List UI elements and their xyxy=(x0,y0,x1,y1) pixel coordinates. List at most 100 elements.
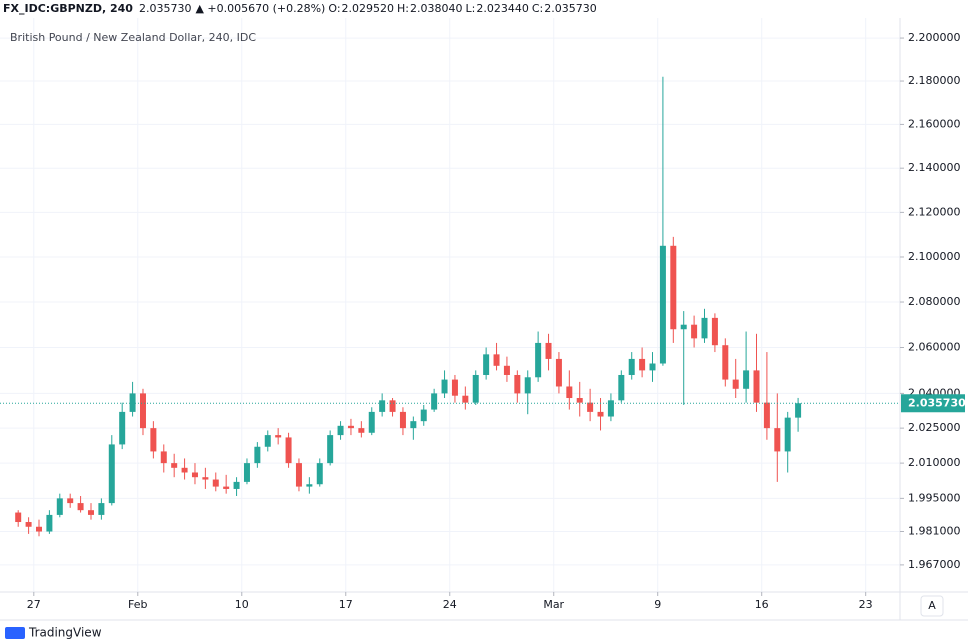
candle-body xyxy=(774,428,781,452)
candle-body xyxy=(597,411,604,417)
candle-body xyxy=(275,435,282,438)
candle-body xyxy=(607,400,614,417)
candle-body xyxy=(524,377,531,394)
candle-body xyxy=(535,342,542,378)
candle-body xyxy=(35,526,42,532)
candle-body xyxy=(295,463,302,487)
header: FX_IDC:GBPNZD, 240 2.035730 ▲ +0.005670 (… xyxy=(3,2,597,15)
candle-body xyxy=(223,486,230,489)
y-tick-label: 2.100000 xyxy=(908,250,961,263)
y-tick-label: 1.967000 xyxy=(908,558,961,571)
chart-legend: British Pound / New Zealand Dollar, 240,… xyxy=(10,31,256,44)
candle-body xyxy=(795,403,802,418)
candle-body xyxy=(472,374,479,403)
y-tick-label: 2.140000 xyxy=(908,161,961,174)
x-tick-label: 10 xyxy=(235,598,249,611)
candle-body xyxy=(420,409,427,422)
candle-body xyxy=(649,363,656,371)
ohlc-value: 2.023440 xyxy=(476,2,529,15)
candle-body xyxy=(56,498,63,515)
candle-body xyxy=(358,428,365,433)
candle-body xyxy=(212,479,219,487)
candle-body xyxy=(87,510,94,515)
y-tick-label: 2.200000 xyxy=(908,31,961,44)
x-tick-label: 24 xyxy=(443,598,457,611)
x-tick-label: Feb xyxy=(128,598,147,611)
x-tick-label: 23 xyxy=(859,598,873,611)
y-tick-label: 2.060000 xyxy=(908,340,961,353)
axes: 1.967000 1.981000 1.995000 2.010000 2.025000… xyxy=(0,18,968,621)
y-tick-label: 1.981000 xyxy=(908,525,961,538)
candle-body xyxy=(670,245,677,330)
candle-body xyxy=(483,354,490,375)
candle-body xyxy=(399,411,406,429)
candle-body xyxy=(243,463,250,482)
candle-body xyxy=(691,324,698,339)
candle-body xyxy=(337,425,344,436)
brand[interactable]: TradingView xyxy=(5,626,102,640)
candle-body xyxy=(327,435,334,464)
y-tick-label: 2.080000 xyxy=(908,295,961,308)
candle-body xyxy=(316,463,323,485)
candle-body xyxy=(233,481,240,489)
brand-name[interactable]: TradingView xyxy=(28,626,102,640)
candle-body xyxy=(763,402,770,429)
candle-body xyxy=(659,245,666,364)
y-tick-label: 2.160000 xyxy=(908,117,961,130)
last-price: 2.035730 xyxy=(139,2,192,15)
candle-body xyxy=(566,386,573,399)
candle-body xyxy=(545,342,552,359)
y-tick-label: 2.120000 xyxy=(908,205,961,218)
candle-body xyxy=(98,503,105,515)
candle-body xyxy=(129,393,136,412)
candle-body xyxy=(191,472,198,478)
last-price-label: 2.035730 xyxy=(908,396,966,409)
candle-body xyxy=(160,451,167,464)
candle-body xyxy=(77,503,84,511)
ohlc-label: L: xyxy=(466,2,476,15)
candle-body xyxy=(347,425,354,429)
auto-scale-label[interactable]: A xyxy=(928,599,936,612)
candle-body xyxy=(743,370,750,389)
brand-logo xyxy=(5,627,25,639)
candle-body xyxy=(503,365,510,375)
candle-body xyxy=(139,393,146,429)
candle-body xyxy=(264,435,271,447)
candle-body xyxy=(285,437,292,464)
y-tick-label: 2.025000 xyxy=(908,421,961,434)
ohlc-label: C: xyxy=(532,2,543,15)
symbol: FX_IDC:GBPNZD, 240 xyxy=(3,2,133,15)
candle-body xyxy=(410,421,417,429)
candle-body xyxy=(368,411,375,433)
ohlc-label: O: xyxy=(328,2,340,15)
x-tick-label: Mar xyxy=(543,598,564,611)
candle-body xyxy=(306,484,313,487)
candle-body xyxy=(711,317,718,346)
candle-body xyxy=(25,522,32,527)
candle-body xyxy=(379,400,386,412)
candle-body xyxy=(108,444,115,504)
ohlc-value: 2.035730 xyxy=(544,2,597,15)
grid xyxy=(0,18,900,592)
candle-body xyxy=(181,467,188,473)
candle-body xyxy=(202,477,209,480)
candle-body xyxy=(67,498,74,504)
candle-body xyxy=(171,463,178,468)
candle-body xyxy=(639,358,646,371)
ohlc-label: H: xyxy=(397,2,409,15)
y-tick-label: 2.010000 xyxy=(908,456,961,469)
candle-body xyxy=(587,402,594,412)
y-tick-label: 2.180000 xyxy=(908,74,961,87)
candle-body xyxy=(514,374,521,394)
last-price-box xyxy=(901,394,965,413)
candle-body xyxy=(732,379,739,389)
candle-body xyxy=(680,324,687,330)
candle-body xyxy=(462,395,469,403)
candle-body xyxy=(753,370,760,403)
candle-body xyxy=(618,374,625,401)
candle-body xyxy=(15,512,22,523)
x-tick-label: 16 xyxy=(755,598,769,611)
auto-scale-button[interactable] xyxy=(920,595,944,617)
candle-body xyxy=(254,446,261,464)
